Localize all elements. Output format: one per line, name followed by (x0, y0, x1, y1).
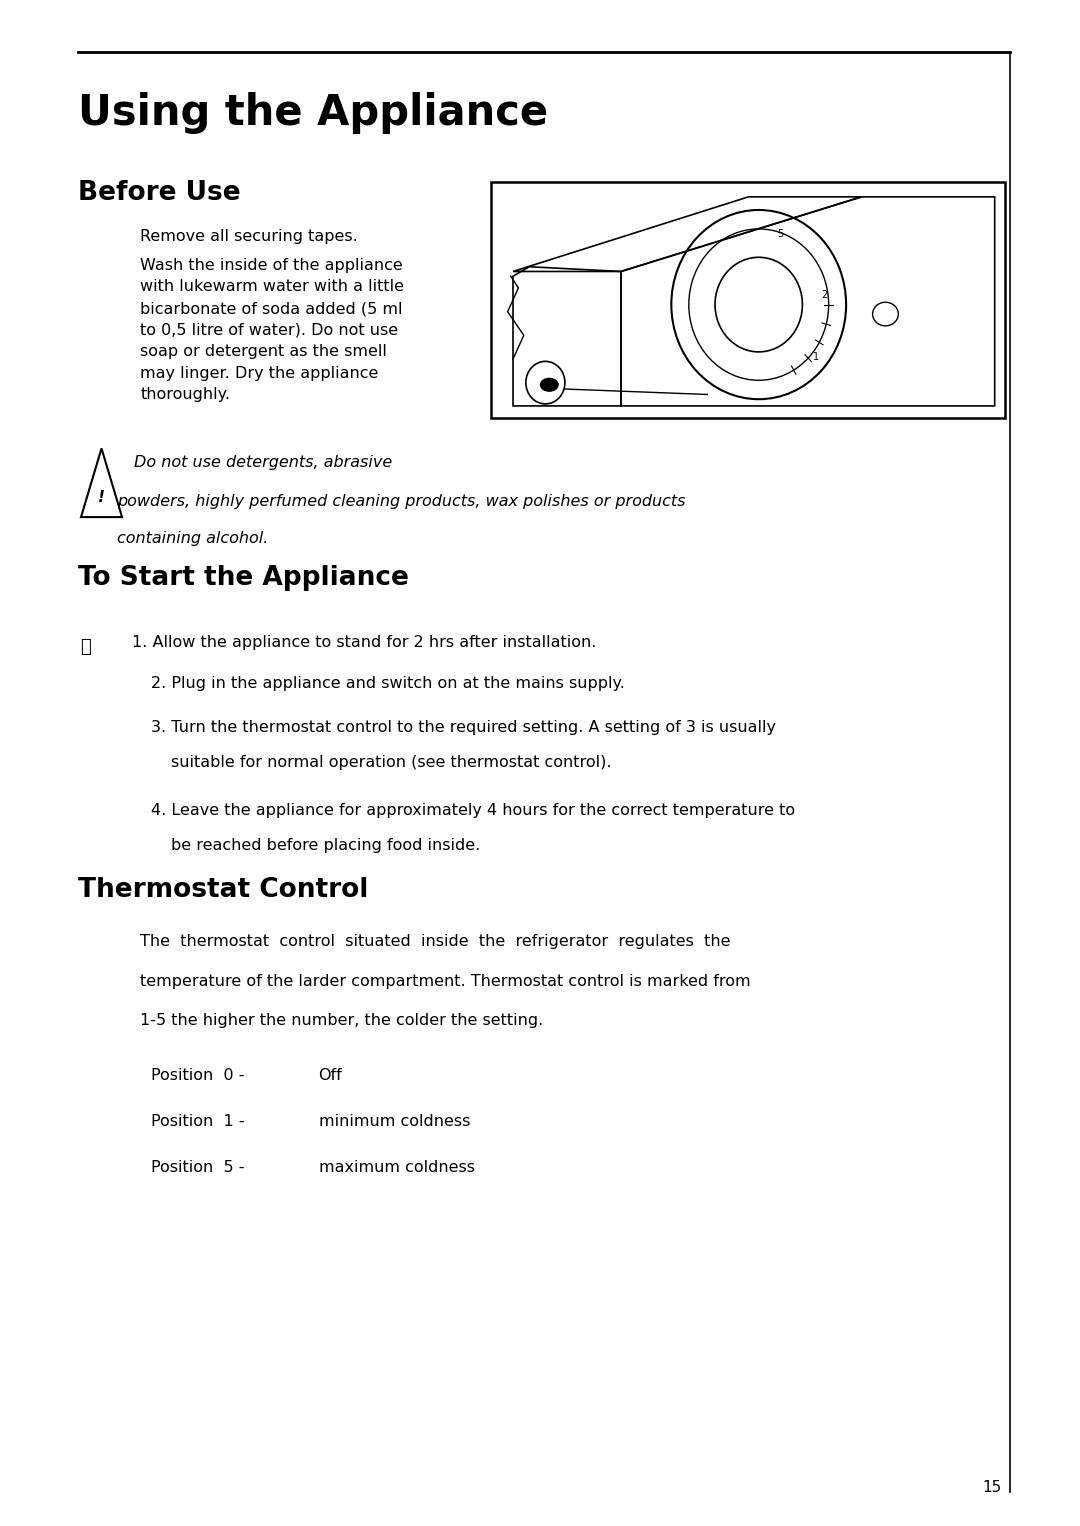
Text: Thermostat Control: Thermostat Control (78, 877, 368, 903)
Text: Position  1 -: Position 1 - (151, 1114, 245, 1129)
Text: be reached before placing food inside.: be reached before placing food inside. (171, 838, 480, 853)
Text: 2: 2 (821, 290, 827, 301)
Text: 1. Allow the appliance to stand for 2 hrs after installation.: 1. Allow the appliance to stand for 2 hr… (132, 635, 596, 650)
Text: minimum coldness: minimum coldness (319, 1114, 470, 1129)
Text: 1-5 the higher the number, the colder the setting.: 1-5 the higher the number, the colder th… (140, 1013, 543, 1029)
Text: !: ! (98, 490, 105, 505)
Text: 3. Turn the thermostat control to the required setting. A setting of 3 is usuall: 3. Turn the thermostat control to the re… (151, 720, 777, 736)
Text: temperature of the larder compartment. Thermostat control is marked from: temperature of the larder compartment. T… (140, 974, 751, 989)
Text: powders, highly perfumed cleaning products, wax polishes or products: powders, highly perfumed cleaning produc… (117, 494, 685, 510)
Text: To Start the Appliance: To Start the Appliance (78, 565, 408, 591)
Text: 4. Leave the appliance for approximately 4 hours for the correct temperature to: 4. Leave the appliance for approximately… (151, 803, 795, 818)
Text: 15: 15 (982, 1480, 1001, 1495)
Text: containing alcohol.: containing alcohol. (117, 531, 268, 546)
Text: Before Use: Before Use (78, 180, 241, 206)
Text: The  thermostat  control  situated  inside  the  refrigerator  regulates  the: The thermostat control situated inside t… (140, 934, 731, 949)
Text: 5: 5 (778, 229, 784, 238)
Text: 1: 1 (812, 351, 819, 362)
Text: Wash the inside of the appliance
with lukewarm water with a little
bicarbonate o: Wash the inside of the appliance with lu… (140, 258, 404, 403)
Text: 👉: 👉 (80, 638, 91, 656)
Text: maximum coldness: maximum coldness (319, 1160, 474, 1175)
Bar (491, 182, 1005, 418)
Ellipse shape (540, 378, 558, 391)
Text: suitable for normal operation (see thermostat control).: suitable for normal operation (see therm… (171, 755, 611, 771)
Text: Position  0 -: Position 0 - (151, 1068, 245, 1083)
Text: 2. Plug in the appliance and switch on at the mains supply.: 2. Plug in the appliance and switch on a… (151, 676, 625, 691)
Text: Do not use detergents, abrasive: Do not use detergents, abrasive (134, 455, 392, 470)
Text: Position  5 -: Position 5 - (151, 1160, 245, 1175)
Text: Using the Appliance: Using the Appliance (78, 92, 548, 134)
Text: Off: Off (319, 1068, 342, 1083)
Text: Remove all securing tapes.: Remove all securing tapes. (140, 229, 359, 244)
